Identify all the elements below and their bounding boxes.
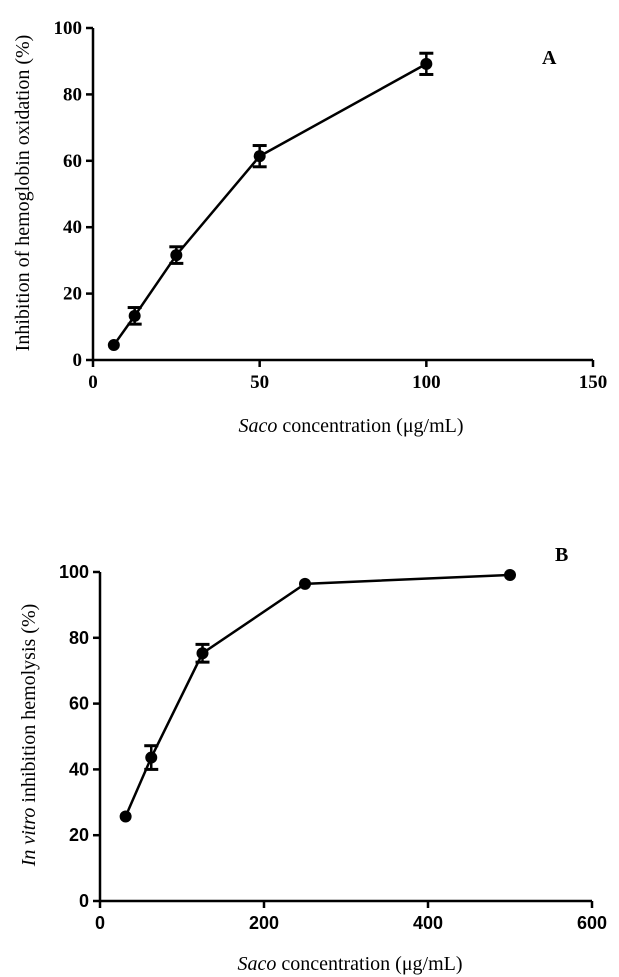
panel-b-data-point xyxy=(119,810,132,823)
panel-a-data-point xyxy=(253,150,266,163)
panel-b-x-tick-label: 600 xyxy=(577,913,607,933)
panel-b-series-line xyxy=(124,573,511,817)
panel-b-marks xyxy=(119,568,516,823)
panel-a-y-axis-label: Inhibition of hemoglobin oxidation (%) xyxy=(12,35,34,352)
panel-b-data-point xyxy=(196,647,209,660)
panel-b-ticks: 0 20 40 60 80 100 0 200 400 600 xyxy=(59,562,607,933)
panel-b-x-tick-label: 200 xyxy=(249,913,279,933)
panel-b-letter: B xyxy=(555,544,568,566)
panel-a-y-tick-label: 60 xyxy=(63,151,82,172)
panel-a-data-point xyxy=(170,249,183,262)
panel-a-marks xyxy=(107,51,434,352)
panel-b-y-tick-label: 0 xyxy=(79,891,89,911)
panel-b-x-axis-label-rest: concentration (μg/mL) xyxy=(276,953,462,975)
panel-b-y-tick-label: 20 xyxy=(69,825,89,845)
panel-a-y-tick-label: 20 xyxy=(63,284,82,305)
panel-b-y-tick-label: 60 xyxy=(69,694,89,714)
chart-panel-a: 0 20 40 60 80 100 0 50 100 150 A Saco concentrati… xyxy=(12,18,607,437)
panel-a-x-tick-label: 0 xyxy=(88,372,98,393)
panel-b-y-tick-label: 40 xyxy=(69,759,89,779)
panel-b-y-axis-label-italic: In vitro xyxy=(18,808,40,868)
panel-b-y-tick-label: 80 xyxy=(69,628,89,648)
panel-a-y-tick-label: 40 xyxy=(63,217,82,238)
panel-a-data-point xyxy=(107,339,120,352)
panel-a-data-point xyxy=(420,57,433,70)
panel-a-y-tick-label: 100 xyxy=(54,18,83,39)
panel-b-y-tick-label: 100 xyxy=(59,562,89,582)
panel-b-axes xyxy=(98,572,592,903)
panel-a-x-axis-label-rest: concentration (μg/mL) xyxy=(277,415,463,437)
panel-a-x-tick-label: 150 xyxy=(579,372,608,393)
chart-panel-b: 0 20 40 60 80 100 0 200 400 600 B Saco concentrat… xyxy=(18,544,607,975)
panel-a-x-axis-label: Saco concentration (μg/mL) xyxy=(238,415,463,437)
panel-a-series-line xyxy=(112,62,427,346)
panel-a-y-tick-label: 80 xyxy=(63,84,82,105)
panel-a-ticks: 0 20 40 60 80 100 0 50 100 150 xyxy=(54,18,608,393)
panel-b-y-axis-label: In vitro inhibition hemolysis (%) xyxy=(18,604,40,868)
panel-b-data-point xyxy=(145,751,158,764)
panel-b-x-axis-label-italic: Saco xyxy=(237,953,276,975)
panel-b-data-point xyxy=(299,577,311,590)
panel-a-y-tick-label: 0 xyxy=(73,350,83,371)
panel-b-y-axis-label-rest: inhibition hemolysis (%) xyxy=(18,604,40,808)
panel-a-axes xyxy=(91,28,593,362)
panel-a-data-point xyxy=(128,309,141,322)
panel-a-x-tick-label: 100 xyxy=(412,372,441,393)
panel-a-x-axis-label-italic: Saco xyxy=(238,415,277,437)
panel-b-data-point xyxy=(504,568,516,581)
panel-a-letter: A xyxy=(542,47,557,69)
panel-b-x-tick-label: 0 xyxy=(95,913,105,933)
panel-b-x-tick-label: 400 xyxy=(413,913,443,933)
panel-a-x-tick-label: 50 xyxy=(250,372,269,393)
panel-b-x-axis-label: Saco concentration (μg/mL) xyxy=(237,953,462,975)
